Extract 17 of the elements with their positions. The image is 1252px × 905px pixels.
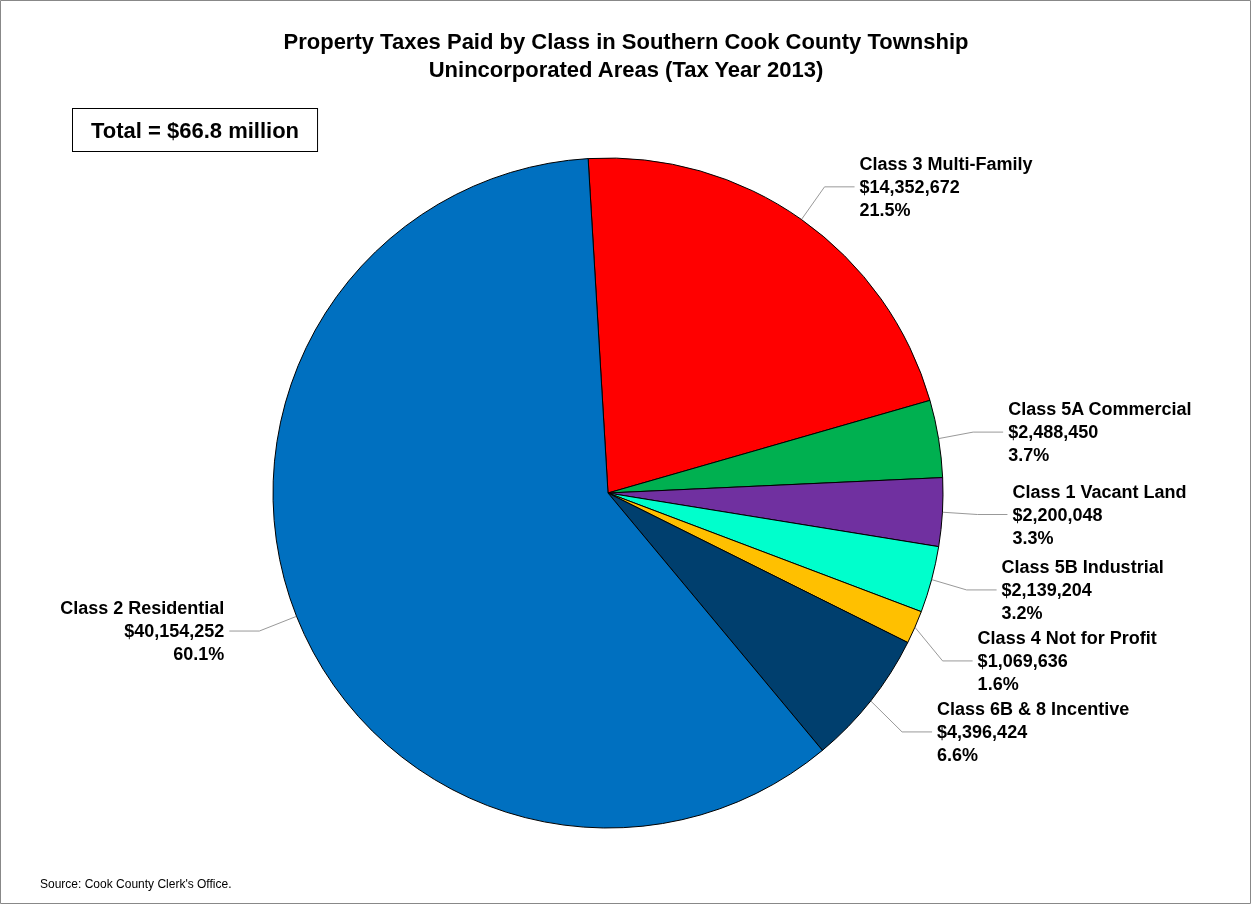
slice-label: Class 3 Multi-Family: [859, 153, 1033, 174]
slice-label: Class 2 Residential: [60, 598, 225, 619]
data-label: $2,488,450 3.7%: [1008, 422, 1099, 466]
data-label: $2,200,048 3.3%: [1012, 504, 1103, 548]
data-label: $1,069,636 1.6%: [977, 650, 1068, 694]
source-note: Source: Cook County Clerk's Office.: [40, 877, 232, 891]
data-label: $14,352,672 21.5%: [859, 176, 960, 220]
slice-label: Class 1 Vacant Land: [1012, 481, 1187, 502]
data-label: $40,154,252 60.1%: [124, 621, 225, 665]
text: Total = $66.8 million: [91, 117, 300, 143]
data-label: $2,139,204 3.2%: [1001, 579, 1092, 623]
slice-label: Class 4 Not for Profit: [977, 627, 1157, 648]
slice-label: Class 6B & 8 Incentive: [937, 698, 1130, 719]
slice-label: Class 5B Industrial: [1001, 556, 1164, 577]
data-label: $4,396,424 6.6%: [937, 721, 1028, 765]
chart-title: Property Taxes Paid by Class in Southern Cook County Township Unincorporated Areas (Tax Year 2013): [283, 28, 969, 82]
slice-label: Class 5A Commercial: [1008, 399, 1192, 420]
